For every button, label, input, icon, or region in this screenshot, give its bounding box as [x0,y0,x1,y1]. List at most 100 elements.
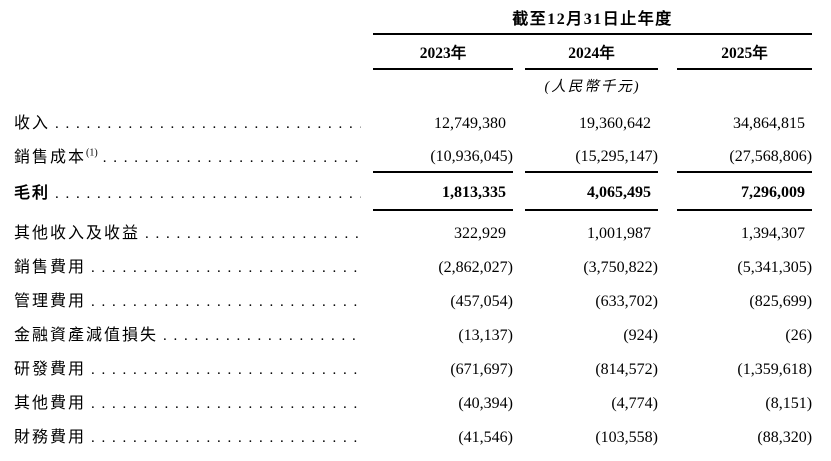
value-2025: (5,341,305) [737,259,813,276]
value-2023: 322,929 [454,225,506,242]
dot-leader [163,328,361,345]
dot-leader [55,186,361,203]
row-other-income: 其他收入及收益 322,929 1,001,987 1,394,307 [14,210,812,248]
column-gap [658,99,677,138]
value-2025: 34,864,815 [733,115,806,132]
value-2024: (103,558) [595,429,658,446]
value-2025: (88,320) [757,429,813,446]
row-gross-profit: 毛利 1,813,335 4,065,495 7,296,009 [14,172,813,211]
value-2023: 1,813,335 [373,172,513,211]
dot-leader [91,260,361,277]
value-2023: (457,054) [450,293,513,310]
value-2024: (924) [623,327,658,344]
column-gap [658,34,677,69]
currency-unit-note: (人民幣千元) [544,79,641,95]
spacer-cell [14,34,373,69]
column-gap [658,210,677,248]
dot-leader [91,430,361,447]
value-2024: (4,774) [611,395,658,412]
column-gap [513,34,525,69]
income-statement-table: 截至12月31日止年度 2023年 2024年 2025年 (人民幣千元) 收入… [14,3,813,461]
row-admin-expenses: 管理費用 (457,054) (633,702) (825,699) [14,282,812,316]
row-label: 除稅前(虧損)／溢利 [14,457,173,461]
value-2024: 4,065,495 [525,172,658,211]
row-revenue: 收入 12,749,380 19,360,642 34,864,815 [14,99,812,138]
column-gap [513,172,525,210]
dot-leader [55,116,361,133]
value-2024: 19,360,642 [579,115,651,132]
spacer-cell [14,3,373,34]
value-2025: (27,568,806) [677,138,813,173]
column-header-2023: 2023年 [373,34,513,70]
value-2024: 1,001,987 [587,225,651,242]
value-2023: (10,936,045) [373,138,513,173]
row-other-expenses: 其他費用 (40,394) (4,774) (8,151) [14,384,812,418]
column-gap [513,452,525,461]
row-finance-costs: 財務費用 (41,546) (103,558) (88,320) [14,418,812,452]
value-2023: (1,949,591) [373,452,513,461]
row-impairment-losses: 金融資產減值損失 (13,137) (924) (26) [14,316,812,350]
value-2025: (825,699) [749,293,813,310]
value-2025: 7,296,009 [677,172,813,211]
dot-leader [91,362,361,379]
column-header-2025: 2025年 [677,34,813,70]
column-gap [513,210,525,248]
column-gap [513,282,525,316]
column-gap [513,384,525,418]
row-cost-of-sales: 銷售成本(1) (10,936,045) (15,295,147) (27,56… [14,138,813,173]
column-gap [513,248,525,282]
value-2023: (671,697) [450,361,513,378]
row-label: 收入 [14,115,51,132]
year-header-row: 2023年 2024年 2025年 [14,34,813,70]
column-gap [513,350,525,384]
value-2023: (13,137) [458,327,513,344]
column-gap [513,316,525,350]
dot-leader [103,150,361,167]
column-gap [658,172,677,210]
column-gap [513,99,525,138]
value-2023: (41,546) [458,429,513,446]
column-gap [658,452,677,461]
value-2024: (633,702) [595,293,658,310]
value-2025: (26) [785,327,813,344]
column-gap [658,248,677,282]
column-gap [658,350,677,384]
period-header-row: 截至12月31日止年度 [14,3,813,35]
row-label: 銷售成本(1) [14,147,98,166]
column-gap [658,316,677,350]
value-2025: (1,359,618) [737,361,813,378]
dot-leader [91,396,361,413]
row-label: 銷售費用 [14,259,87,276]
row-profit-before-tax: 除稅前(虧損)／溢利 (1,949,591) (240,870) 1,067,1… [14,452,812,461]
value-2024: (15,295,147) [525,138,658,173]
row-label: 毛利 [14,185,51,202]
column-gap [658,138,677,172]
value-2025: 1,067,197 [677,452,812,461]
row-label: 金融資產減值損失 [14,327,159,344]
value-2023: (2,862,027) [438,259,513,276]
row-label: 其他費用 [14,395,87,412]
value-2023: 12,749,380 [434,115,506,132]
row-label: 其他收入及收益 [14,225,141,242]
value-2024: (814,572) [595,361,658,378]
row-label: 財務費用 [14,429,87,446]
dot-leader [91,294,361,311]
footnote-marker: (1) [86,147,98,159]
column-gap [513,138,525,172]
row-selling-expenses: 銷售費用 (2,862,027) (3,750,822) (5,341,305) [14,248,812,282]
unit-row: (人民幣千元) [14,69,812,99]
column-gap [513,418,525,452]
value-2024: (240,870) [525,452,658,461]
row-rd-expenses: 研發費用 (671,697) (814,572) (1,359,618) [14,350,812,384]
row-label: 研發費用 [14,361,87,378]
column-gap [658,418,677,452]
period-header: 截至12月31日止年度 [373,3,813,35]
column-gap [658,282,677,316]
row-label: 管理費用 [14,293,87,310]
value-2023: (40,394) [458,395,513,412]
column-gap [658,384,677,418]
spacer-cell [14,69,373,99]
value-2025: 1,394,307 [741,225,806,242]
value-2024: (3,750,822) [583,259,658,276]
page: { "page": { "background": "#ffffff", "te… [0,3,831,461]
